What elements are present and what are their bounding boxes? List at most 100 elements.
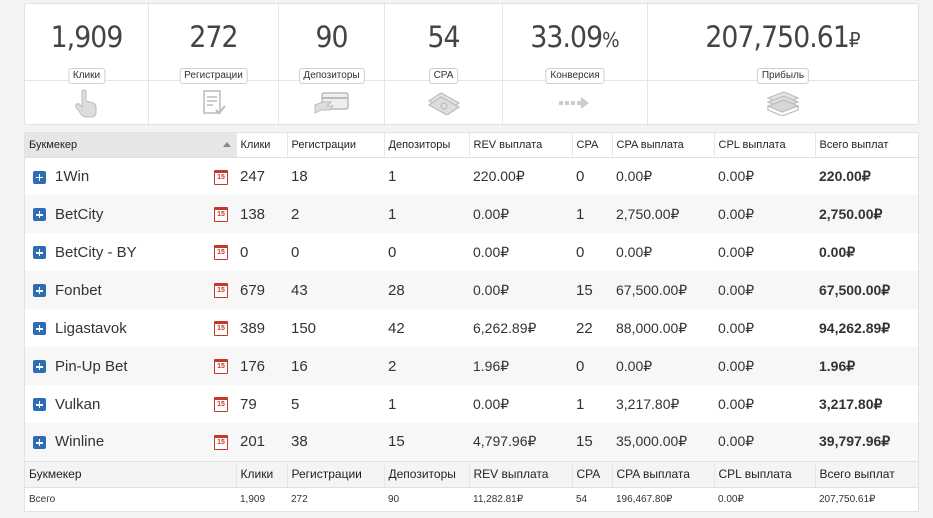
expand-plus-icon[interactable] [33, 246, 46, 259]
arrow-right-icon [559, 97, 589, 109]
stat-conversion: 33.09% Конверсия [503, 4, 648, 124]
table-row: Ligastavok 15 389 150 42 6,262.89₽ 22 88,000.00… [25, 309, 918, 347]
total-payout-cell: 0.00₽ [819, 243, 856, 260]
expand-plus-icon[interactable] [33, 436, 46, 449]
header-registrations[interactable]: Регистрации [287, 133, 385, 158]
table-row: Vulkan 15 79 5 1 0.00₽ 1 3,217.80₽ 0.00₽ 3,217.80… [25, 385, 918, 423]
calendar-icon[interactable]: 15 [214, 245, 228, 260]
total-registrations: 272 [291, 493, 308, 505]
clicks-cell: 79 [240, 395, 257, 413]
depositors-cell: 15 [384, 423, 469, 461]
footer-header-clicks: Клики [236, 460, 288, 488]
bookmaker-cell: BetCity 15 [25, 195, 236, 233]
depositors-cell: 2 [384, 347, 469, 385]
cpa-cell: 1 [572, 195, 612, 233]
clicks-cell: 0 [240, 243, 249, 261]
rev-payout-cell: 0.00₽ [469, 271, 572, 309]
cpl-payout-cell: 0.00₽ [718, 319, 755, 336]
stat-value: 90 [315, 20, 348, 54]
footer-header-cpa-payout: CPA выплата [612, 460, 715, 488]
calendar-icon[interactable]: 15 [214, 321, 228, 336]
total-depositors: 90 [388, 493, 400, 505]
calendar-icon[interactable]: 15 [214, 283, 228, 298]
total-payout-cell: 39,797.96₽ [815, 423, 918, 461]
stat-cpa: 54 CPA [385, 4, 503, 124]
table-header-row: Букмекер Клики Регистрации Депозиторы RE… [25, 133, 918, 158]
bookmaker-name: Ligastavok [55, 319, 127, 337]
header-cpl-payout[interactable]: CPL выплата [714, 133, 816, 158]
cpl-payout-cell: 0.00₽ [714, 347, 815, 385]
cpa-cell: 0 [576, 167, 585, 185]
bookmaker-cell: Pin-Up Bet 15 [25, 347, 236, 385]
cpl-payout-cell: 0.00₽ [718, 395, 755, 412]
depositors-cell: 1 [388, 395, 397, 413]
cpl-payout-cell: 0.00₽ [718, 167, 755, 184]
stat-value: 33.09% [530, 20, 620, 54]
expand-plus-icon[interactable] [33, 398, 46, 411]
depositors-cell: 0 [388, 243, 397, 261]
cpa-cell: 22 [576, 319, 593, 337]
footer-header-total-payout: Всего выплат [815, 460, 918, 488]
expand-plus-icon[interactable] [33, 170, 46, 184]
total-cpl-payout: 0.00₽ [718, 493, 744, 505]
bookmaker-name: Pin-Up Bet [55, 357, 128, 375]
stat-value: 54 [427, 20, 460, 54]
total-total-payout: 207,750.61₽ [819, 493, 876, 505]
header-rev-payout[interactable]: REV выплата [469, 133, 573, 158]
registrations-cell: 43 [287, 271, 384, 309]
stat-label: CPA [428, 68, 459, 84]
bookmaker-name: Vulkan [55, 395, 101, 413]
calendar-icon[interactable]: 15 [214, 169, 228, 185]
hand-pointer-icon [74, 89, 96, 118]
rev-payout-cell: 0.00₽ [469, 195, 572, 233]
card-deposit-icon [314, 92, 349, 114]
rev-payout-cell: 1.96₽ [469, 347, 572, 385]
sort-asc-icon[interactable] [222, 142, 231, 147]
expand-plus-icon[interactable] [33, 284, 46, 297]
clicks-cell: 176 [236, 347, 287, 385]
expand-plus-icon[interactable] [33, 208, 46, 221]
footer-header-registrations: Регистрации [287, 460, 385, 488]
cpa-cell: 1 [576, 395, 585, 413]
depositors-cell: 1 [388, 167, 397, 185]
cpa-payout-cell: 0.00₽ [612, 347, 714, 385]
rev-payout-cell: 6,262.89₽ [473, 319, 537, 336]
table-row: BetCity - BY 15 0 0 0 0.00₽ 0 0.00₽ 0.00₽ 0.00₽ [25, 233, 918, 271]
bookmaker-name: Winline [55, 433, 105, 451]
cpa-cell: 0 [572, 347, 612, 385]
table-footer-header-row: Букмекер Клики Регистрации Депозиторы RE… [25, 460, 918, 488]
header-total-payout[interactable]: Всего выплат [815, 133, 918, 158]
clicks-cell: 201 [236, 423, 287, 461]
table-row: Fonbet 15 679 43 28 0.00₽ 15 67,500.00₽ 0.00₽ 67,… [25, 271, 918, 309]
money-stack-icon [427, 92, 460, 115]
header-cpa[interactable]: CPA [572, 133, 613, 158]
total-payout-cell: 2,750.00₽ [815, 195, 918, 233]
calendar-icon[interactable]: 15 [214, 359, 228, 374]
total-cpa: 54 [576, 493, 588, 505]
clicks-cell: 138 [236, 195, 287, 233]
registrations-cell: 38 [287, 423, 384, 461]
bookmaker-cell: Ligastavok 15 [25, 309, 236, 347]
calendar-icon[interactable]: 15 [214, 397, 228, 412]
clicks-cell: 247 [240, 167, 266, 185]
bookmaker-cell: BetCity - BY 15 [25, 233, 236, 271]
table-row: Pin-Up Bet 15 176 16 2 1.96₽ 0 0.00₽ 0.00₽ 1.96₽ [25, 347, 918, 385]
table-row: 1Win 15 247 18 1 220.00₽ 0 0.00₽ 0.00₽ 220.00₽ [25, 157, 918, 195]
calendar-icon[interactable]: 15 [214, 207, 228, 222]
expand-plus-icon[interactable] [33, 322, 46, 335]
total-payout-cell: 220.00₽ [819, 167, 871, 184]
cpa-payout-cell: 35,000.00₽ [612, 423, 714, 461]
bookmaker-name: BetCity [55, 205, 104, 223]
header-bookmaker[interactable]: Букмекер [25, 133, 237, 158]
stat-label: Клики [67, 68, 106, 84]
stats-panel: 1,909 Клики 272 Регистрации 90 Депозиторы 5… [24, 3, 919, 125]
header-clicks[interactable]: Клики [236, 133, 288, 158]
total-payout-cell: 94,262.89₽ [819, 319, 891, 336]
header-cpa-payout[interactable]: CPA выплата [612, 133, 715, 158]
footer-header-cpa: CPA [572, 460, 613, 488]
header-depositors[interactable]: Депозиторы [384, 133, 470, 158]
calendar-icon[interactable]: 15 [214, 435, 228, 450]
table-row: Winline 15 201 38 15 4,797.96₽ 15 35,000.00₽ 0.0… [25, 423, 918, 461]
expand-plus-icon[interactable] [33, 360, 46, 373]
cpa-payout-cell: 2,750.00₽ [612, 195, 714, 233]
